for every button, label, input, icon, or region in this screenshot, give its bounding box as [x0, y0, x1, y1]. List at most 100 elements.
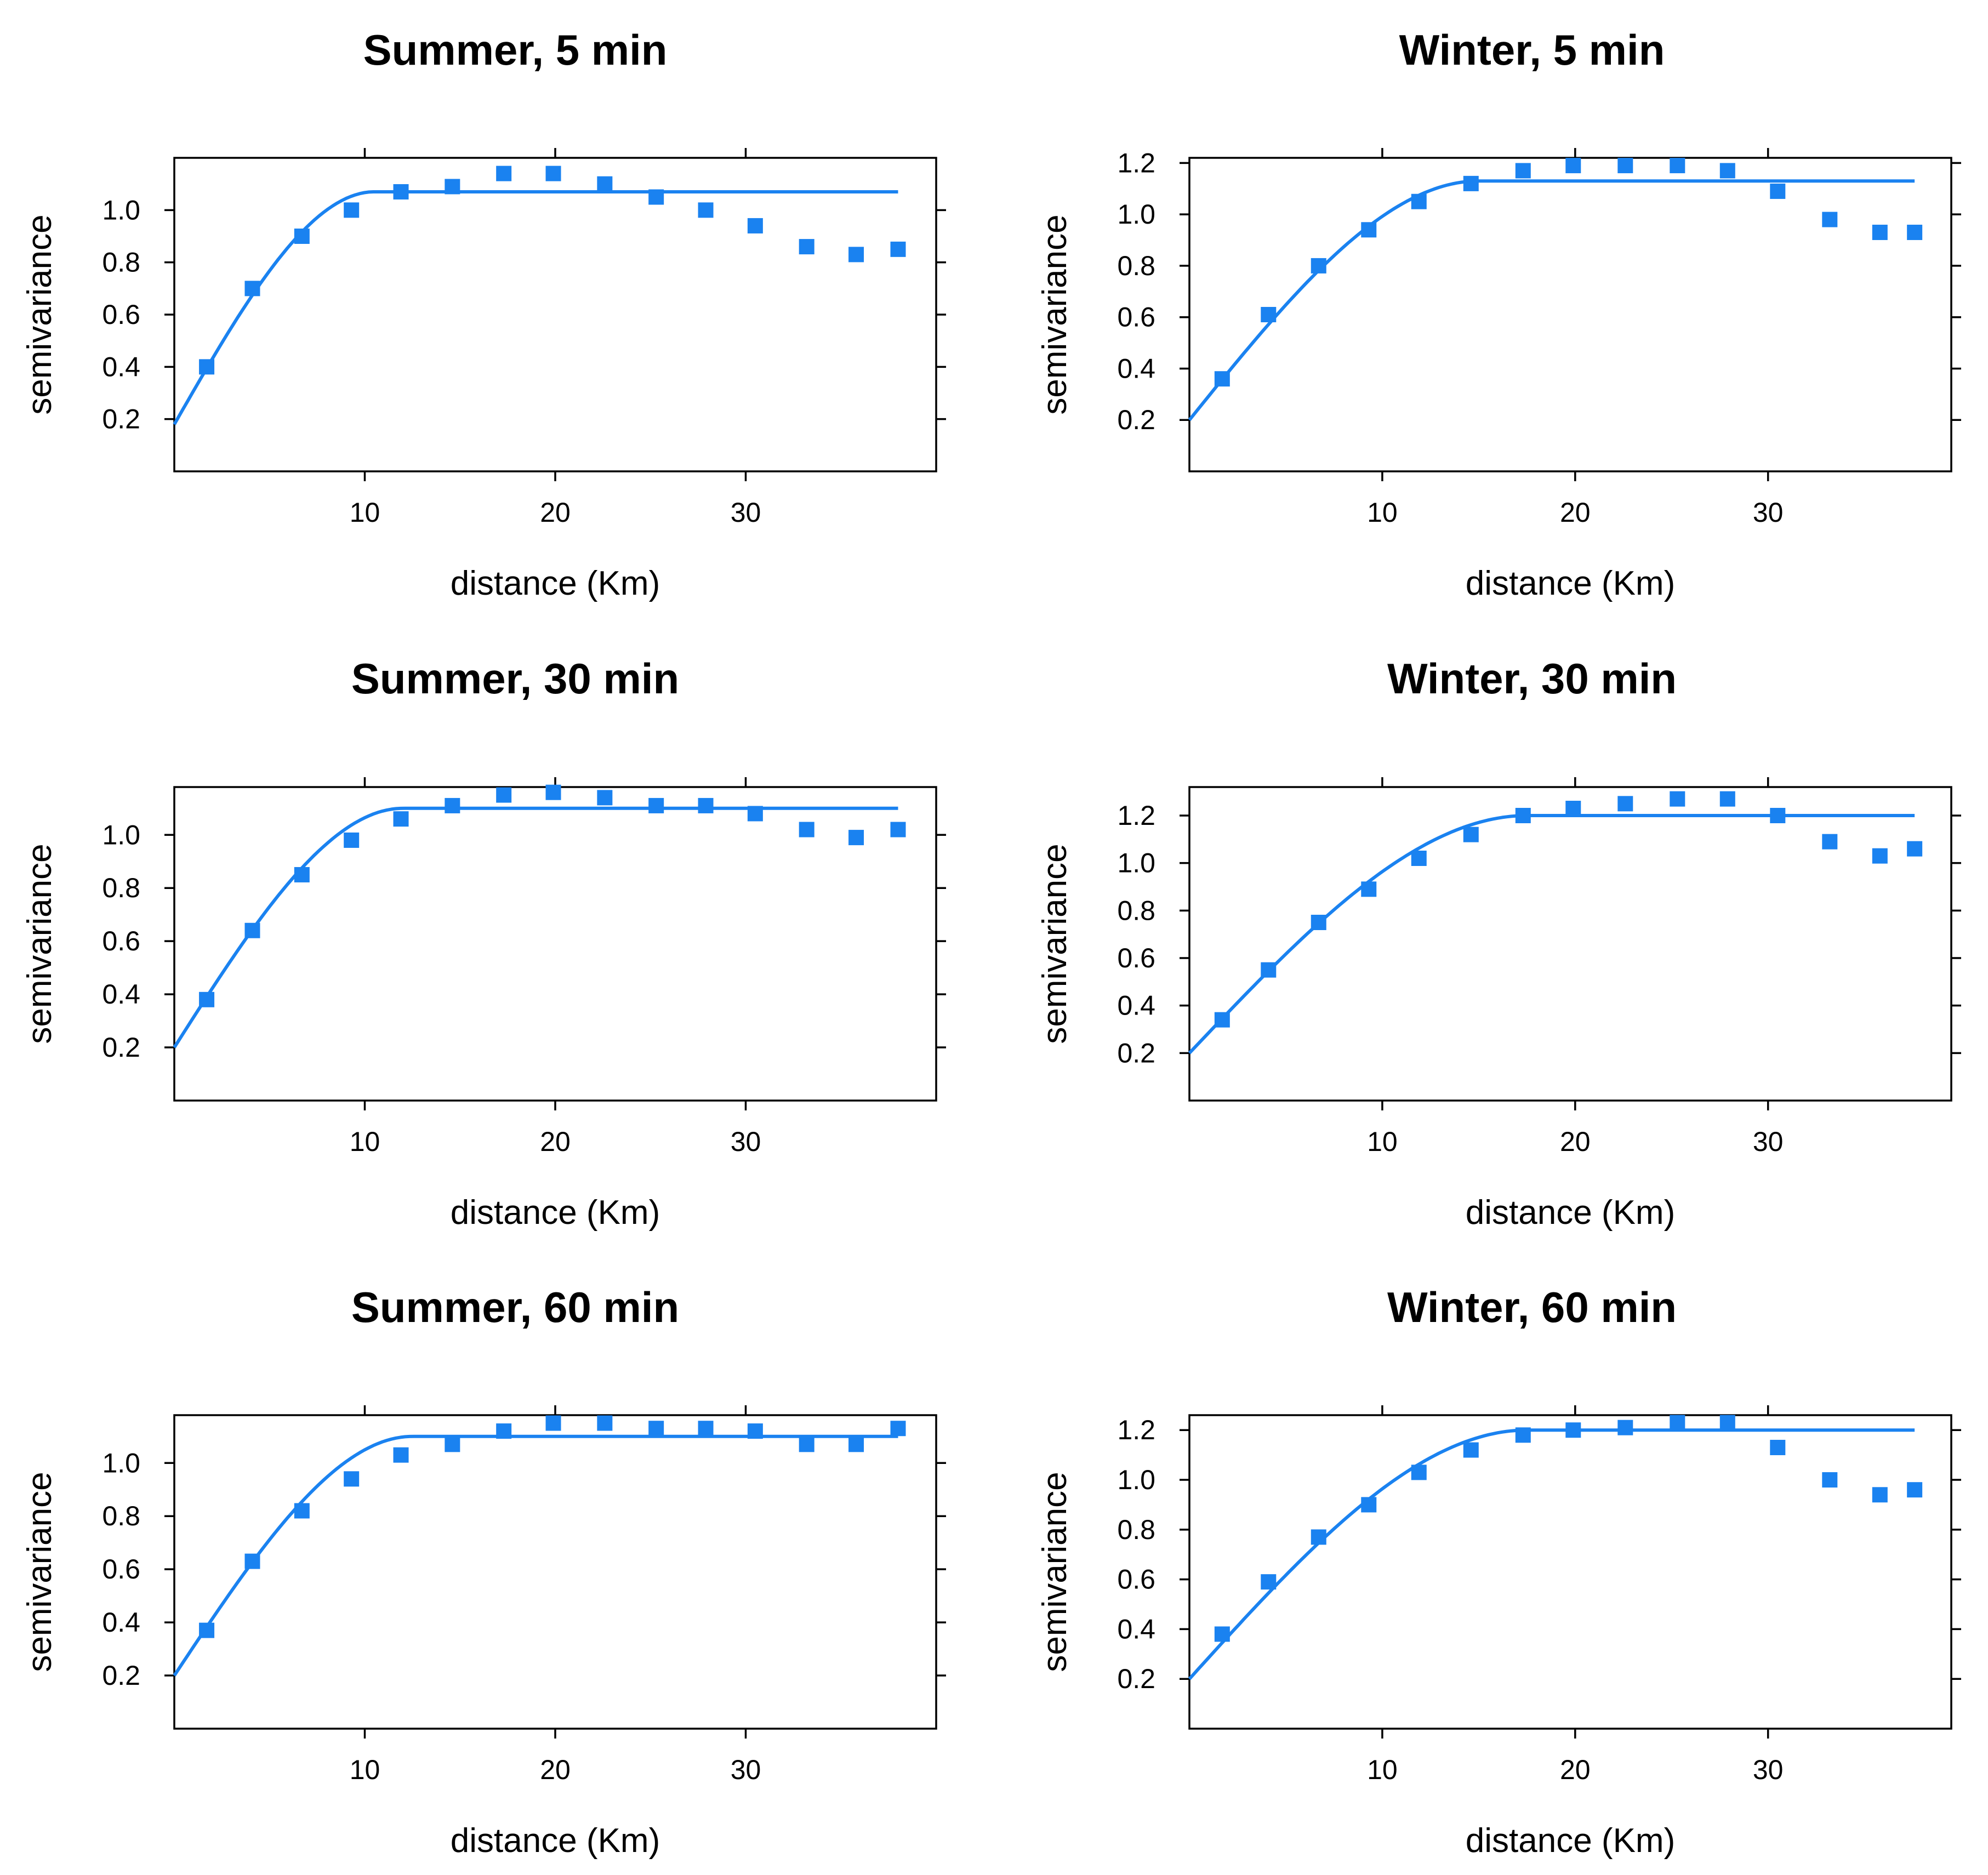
y-axis-label: semivariance [21, 214, 59, 414]
y-tick-label: 1.2 [1117, 147, 1155, 178]
data-point [1907, 224, 1923, 240]
x-axis-label: distance (Km) [1466, 565, 1675, 602]
y-axis-label: semivariance [1036, 844, 1074, 1044]
data-point [1361, 881, 1377, 897]
data-point [1770, 808, 1786, 823]
data-point [1719, 1415, 1735, 1431]
y-tick-label: 0.8 [1117, 1514, 1155, 1545]
semivariogram-panel: Winter, 60 min 0.2 0.4 0.6 0.8 1.0 1.2 10 20 30 di… [1036, 1283, 1961, 1860]
fitted-model-line [173, 190, 898, 425]
fitted-model-line [1188, 814, 1915, 1055]
data-point [1719, 791, 1735, 807]
data-point [545, 784, 561, 800]
data-point [848, 247, 864, 263]
x-tick-label: 30 [731, 1126, 761, 1157]
x-axis-label: distance (Km) [1466, 1194, 1675, 1232]
semivariogram-panel: Summer, 5 min 0.2 0.4 0.6 0.8 1.0 10 20 30 distan… [21, 26, 946, 602]
data-point [244, 922, 260, 938]
data-point [393, 811, 409, 827]
panel-title: Winter, 60 min [1387, 1283, 1677, 1331]
data-point [344, 832, 360, 848]
data-point [1565, 158, 1581, 174]
y-tick-label: 0.6 [102, 926, 140, 956]
plot-frame [173, 1414, 937, 1730]
y-axis-label: semivariance [1036, 1472, 1074, 1672]
y-axis-label: semivariance [21, 1472, 59, 1672]
fitted-model-line [173, 1434, 898, 1677]
plot-frame [1188, 157, 1952, 472]
data-point [1907, 1482, 1923, 1498]
data-point [1361, 222, 1377, 238]
data-point [294, 229, 310, 244]
y-tick-label: 1.0 [102, 1447, 140, 1478]
data-point [1565, 1422, 1581, 1438]
panel-title: Winter, 30 min [1387, 654, 1677, 703]
data-point [1311, 1529, 1326, 1545]
data-point [1670, 158, 1685, 174]
semivariogram-panel: Winter, 30 min 0.2 0.4 0.6 0.8 1.0 1.2 10 20 30 di… [1036, 654, 1961, 1232]
data-point [1565, 801, 1581, 816]
semivariogram-panel: Summer, 30 min 0.2 0.4 0.6 0.8 1.0 10 20 30 dista… [21, 654, 946, 1232]
data-point [1872, 224, 1888, 240]
y-tick-label: 0.2 [102, 1032, 140, 1063]
x-axis-label: distance (Km) [451, 1194, 660, 1232]
data-point [1872, 848, 1888, 864]
data-point [597, 1415, 613, 1431]
fitted-model-line [1188, 1428, 1915, 1680]
y-tick-label: 1.0 [1117, 848, 1155, 879]
y-tick-label: 0.8 [1117, 250, 1155, 281]
x-axis-label: distance (Km) [451, 1822, 660, 1860]
x-tick-label: 10 [1367, 1126, 1398, 1157]
plot-frame [1188, 1414, 1952, 1730]
data-point [1463, 827, 1479, 842]
data-point [445, 179, 460, 195]
data-point [648, 189, 664, 205]
y-tick-label: 0.2 [102, 404, 140, 435]
data-point [199, 359, 215, 375]
data-point [747, 1423, 763, 1439]
y-tick-label: 1.2 [1117, 800, 1155, 831]
data-point [1670, 1415, 1685, 1431]
data-point [545, 166, 561, 181]
x-tick-label: 10 [350, 1754, 380, 1785]
data-point [1822, 834, 1838, 850]
data-point [1463, 175, 1479, 191]
y-tick-label: 0.8 [102, 873, 140, 903]
data-point [1617, 1420, 1633, 1435]
panel-title: Summer, 30 min [351, 654, 679, 703]
data-point [747, 218, 763, 233]
x-tick-label: 30 [1753, 1754, 1784, 1785]
data-point [1411, 851, 1427, 866]
y-tick-label: 1.0 [102, 819, 140, 850]
data-point [445, 797, 460, 813]
x-tick-label: 20 [540, 497, 571, 528]
semivariogram-panel: Winter, 5 min 0.2 0.4 0.6 0.8 1.0 1.2 10 20 30 dis… [1036, 26, 1961, 602]
panel-title: Summer, 60 min [351, 1283, 679, 1331]
data-point [799, 239, 814, 255]
y-tick-label: 0.6 [1117, 302, 1155, 333]
fitted-model-line [1188, 179, 1915, 421]
y-tick-label: 0.8 [1117, 895, 1155, 926]
data-point [244, 281, 260, 297]
data-point [344, 1471, 360, 1487]
data-point [496, 1423, 512, 1439]
y-tick-label: 1.2 [1117, 1415, 1155, 1445]
data-point [698, 1421, 714, 1437]
data-point [199, 1622, 215, 1638]
y-tick-label: 1.0 [102, 195, 140, 225]
x-tick-label: 10 [1367, 497, 1398, 528]
data-point [1214, 1012, 1230, 1028]
data-point [890, 1421, 906, 1437]
x-tick-label: 20 [1560, 497, 1591, 528]
y-tick-label: 1.0 [1117, 199, 1155, 230]
data-point [1907, 841, 1923, 857]
data-point [890, 241, 906, 257]
x-tick-label: 30 [1753, 497, 1784, 528]
data-point [698, 202, 714, 218]
y-tick-label: 0.4 [1117, 990, 1155, 1021]
data-point [496, 787, 512, 803]
plot-frame [173, 157, 937, 472]
data-point [1411, 193, 1427, 209]
data-point [1770, 1440, 1786, 1456]
y-tick-label: 0.4 [1117, 1614, 1155, 1644]
